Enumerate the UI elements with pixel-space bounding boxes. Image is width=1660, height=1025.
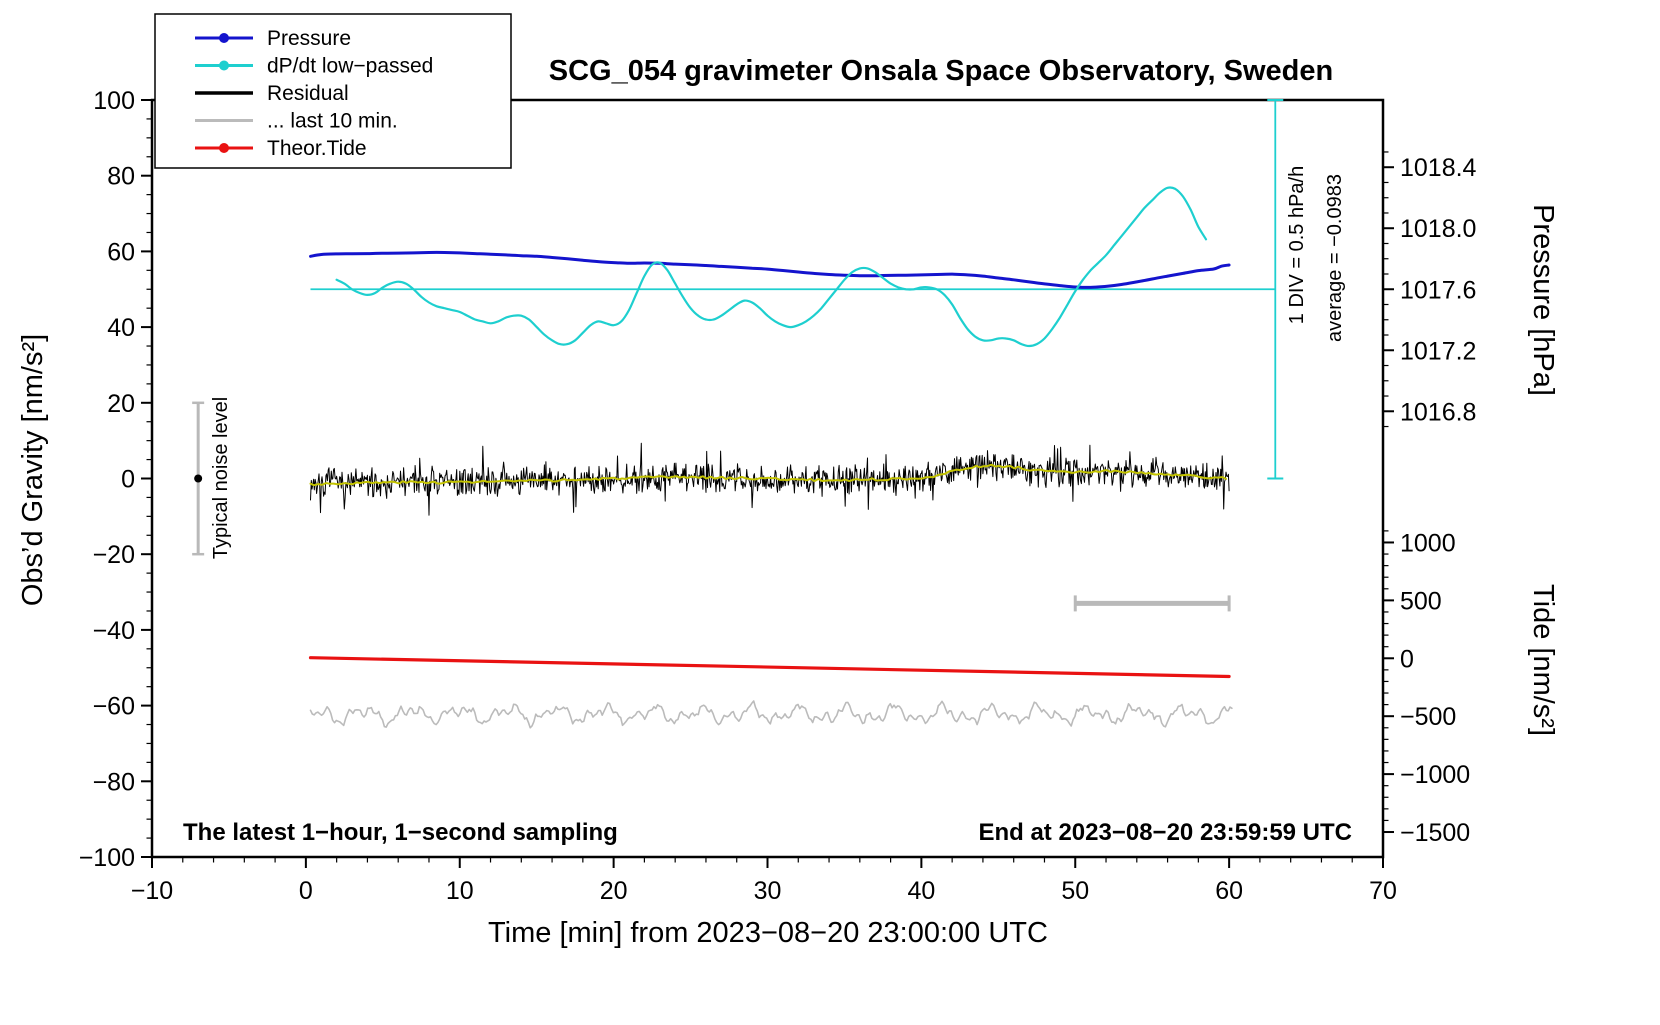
y-right-tide-tick-label: −1000 xyxy=(1400,761,1470,789)
x-tick-label: −10 xyxy=(131,877,173,905)
y-left-tick-label: 60 xyxy=(107,238,135,266)
noise-level-annotation: Typical noise level xyxy=(210,397,232,559)
y-left-tick-label: 20 xyxy=(107,390,135,418)
y-left-tick-label: −100 xyxy=(79,844,135,872)
y-right-pressure-tick-label: 1017.2 xyxy=(1400,337,1476,365)
legend-item-pressure: Pressure xyxy=(195,27,351,50)
series-dpdt-line xyxy=(335,186,1208,348)
series-tide-line xyxy=(308,656,1231,679)
div-indicator xyxy=(1267,99,1284,480)
y-right-tide-tick-label: −500 xyxy=(1400,703,1456,731)
y-left-tick-label: 80 xyxy=(107,163,135,191)
y-right-tide-tick-label: −1500 xyxy=(1400,819,1470,847)
y-right-tide-tick-label: 500 xyxy=(1400,587,1442,615)
y-left-tick-label: 100 xyxy=(93,87,135,115)
x-tick-label: 50 xyxy=(1061,877,1089,905)
series-residual-smoothed-line xyxy=(309,463,1227,487)
noise-error-bar-dot xyxy=(194,474,203,483)
y-left-axis-label: Obs’d Gravity [nm/s²] xyxy=(17,334,49,606)
legend-item-label: Theor.Tide xyxy=(267,137,367,160)
legend-box xyxy=(154,13,512,169)
x-tick-label: 10 xyxy=(446,877,474,905)
y-left-tick-label: −60 xyxy=(93,693,135,721)
legend-item-residual: Residual xyxy=(195,82,349,105)
legend-item-label: ... last 10 min. xyxy=(267,110,398,133)
x-tick-label: 30 xyxy=(754,877,782,905)
x-axis-label: Time [min] from 2023−08−20 23:00:00 UTC xyxy=(488,917,1048,949)
legend: Pressure dP/dt low−passed Residual ... last… xyxy=(154,13,512,169)
x-tick-label: 70 xyxy=(1369,877,1397,905)
legend-item-last-10-min: ... last 10 min. xyxy=(195,110,398,133)
legend-swatch-marker xyxy=(219,143,229,153)
series-last10-line xyxy=(309,700,1233,729)
series-pressure-line xyxy=(309,250,1231,289)
x-tick-label: 60 xyxy=(1215,877,1243,905)
y-right-pressure-tick-label: 1017.6 xyxy=(1400,276,1476,304)
y-left-tick-label: −40 xyxy=(93,617,135,645)
x-tick-label: 20 xyxy=(600,877,628,905)
legend-item-label: Pressure xyxy=(267,27,351,50)
y-right-pressure-label: Pressure [hPa] xyxy=(1527,204,1559,396)
chart-title: SCG_054 gravimeter Onsala Space Observat… xyxy=(549,55,1333,87)
y-right-pressure-tick-label: 1018.4 xyxy=(1400,154,1477,182)
y-left-tick-label: −20 xyxy=(93,541,135,569)
y-right-pressure-tick-label: 1016.8 xyxy=(1400,398,1476,426)
div-annotation: 1 DIV = 0.5 hPa/h xyxy=(1286,166,1308,324)
end-time-annotation: End at 2023−08−20 23:59:59 UTC xyxy=(978,819,1352,846)
y-left-tick-label: 0 xyxy=(121,466,135,494)
legend-item-theor-tide: Theor.Tide xyxy=(195,137,367,160)
y-right-tide-tick-label: 1000 xyxy=(1400,529,1456,557)
legend-item-label: dP/dt low−passed xyxy=(267,55,433,78)
legend-swatch-marker xyxy=(219,60,229,71)
legend-item-dp-dt-low-passed: dP/dt low−passed xyxy=(195,55,433,78)
axis-ticks: −10 0 10 20 30 40 50 60 70100806040200−20−40−60−… xyxy=(79,87,1477,905)
average-annotation: average = −0.0983 xyxy=(1324,174,1346,342)
y-right-tide-label: Tide [nm/s²] xyxy=(1527,584,1559,736)
y-right-pressure-tick-label: 1018.0 xyxy=(1400,215,1476,243)
legend-item-label: Residual xyxy=(267,82,349,105)
y-left-tick-label: 40 xyxy=(107,314,135,342)
sampling-annotation: The latest 1−hour, 1−second sampling xyxy=(183,819,618,846)
y-right-tide-tick-label: 0 xyxy=(1400,645,1414,673)
series-residual-line xyxy=(310,442,1230,516)
x-tick-label: 0 xyxy=(299,877,313,905)
x-tick-label: 40 xyxy=(907,877,935,905)
reference-overlays xyxy=(192,288,1276,612)
series-layer xyxy=(308,186,1233,729)
legend-swatch-marker xyxy=(219,33,229,43)
y-left-tick-label: −80 xyxy=(93,768,135,796)
